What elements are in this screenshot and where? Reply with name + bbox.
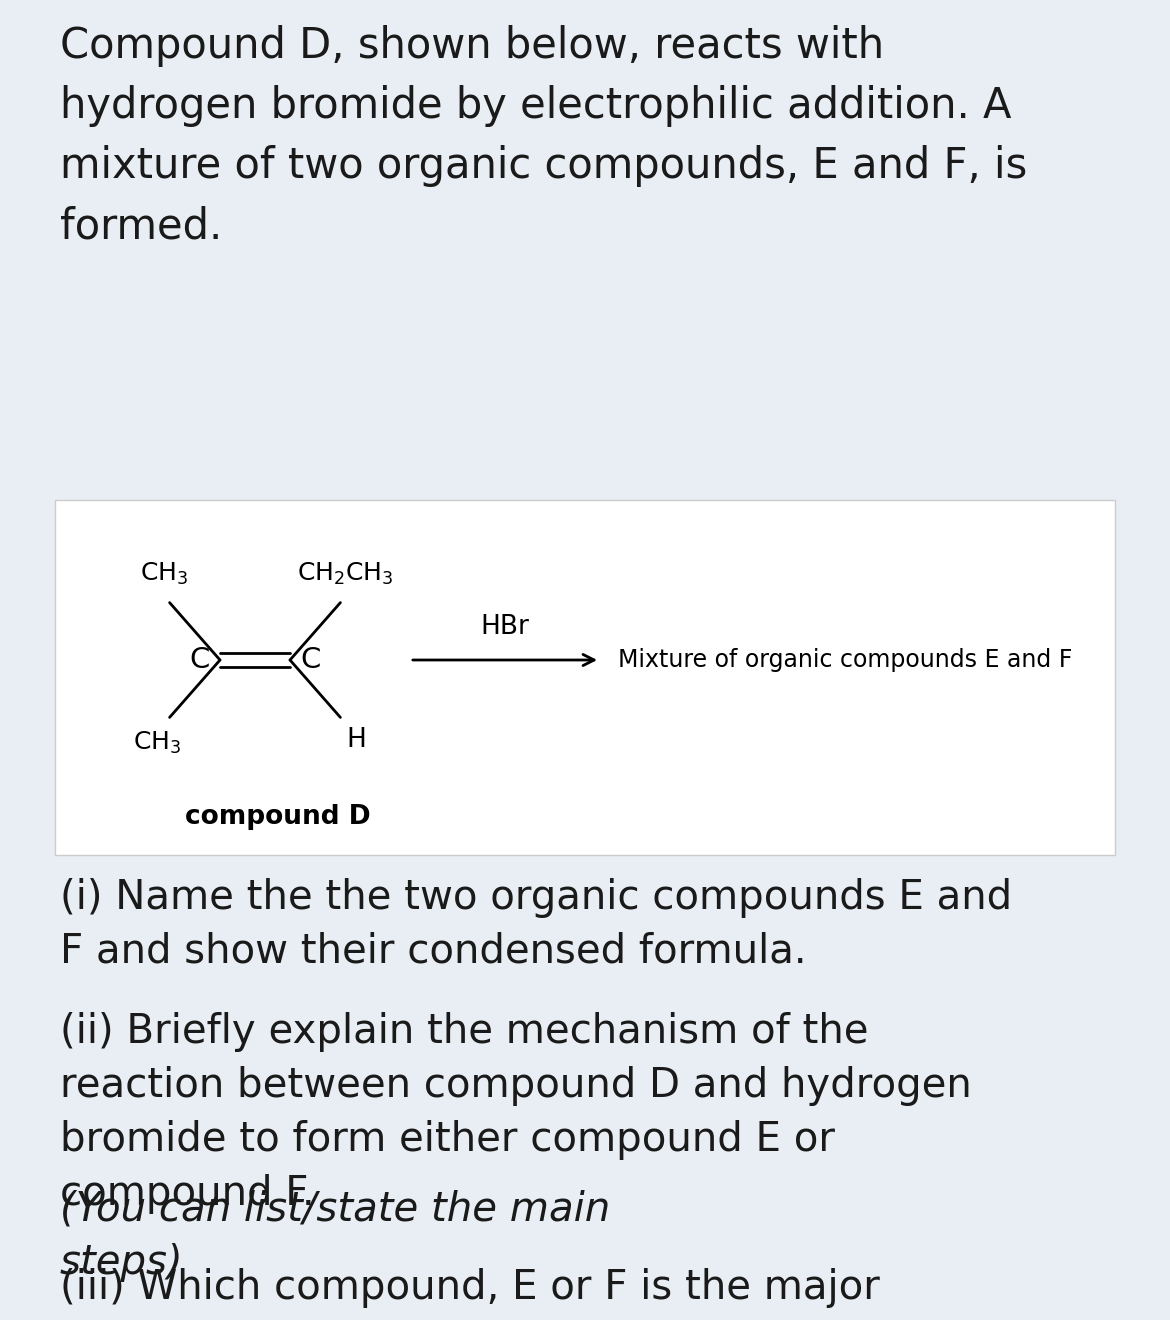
Text: Mixture of organic compounds E and F: Mixture of organic compounds E and F <box>618 648 1073 672</box>
Text: H: H <box>346 727 366 754</box>
Text: compound D: compound D <box>185 804 371 830</box>
Text: C: C <box>300 645 321 675</box>
Text: (iii) Which compound, E or F is the major
product?: (iii) Which compound, E or F is the majo… <box>60 1269 880 1320</box>
Text: $\mathregular{CH_2CH_3}$: $\mathregular{CH_2CH_3}$ <box>297 561 393 586</box>
Text: (i) Name the the two organic compounds E and
F and show their condensed formula.: (i) Name the the two organic compounds E… <box>60 878 1012 972</box>
Text: $\mathregular{CH_3}$: $\mathregular{CH_3}$ <box>133 730 181 755</box>
Text: Compound D, shown below, reacts with
hydrogen bromide by electrophilic addition.: Compound D, shown below, reacts with hyd… <box>60 25 1027 247</box>
Text: $\mathregular{CH_3}$: $\mathregular{CH_3}$ <box>140 561 188 586</box>
Text: (You can list/state the main
steps): (You can list/state the main steps) <box>60 1191 611 1282</box>
Text: HBr: HBr <box>481 614 530 640</box>
Text: (ii) Briefly explain the mechanism of the
reaction between compound D and hydrog: (ii) Briefly explain the mechanism of th… <box>60 1012 972 1214</box>
Text: C: C <box>190 645 209 675</box>
FancyBboxPatch shape <box>55 500 1115 855</box>
